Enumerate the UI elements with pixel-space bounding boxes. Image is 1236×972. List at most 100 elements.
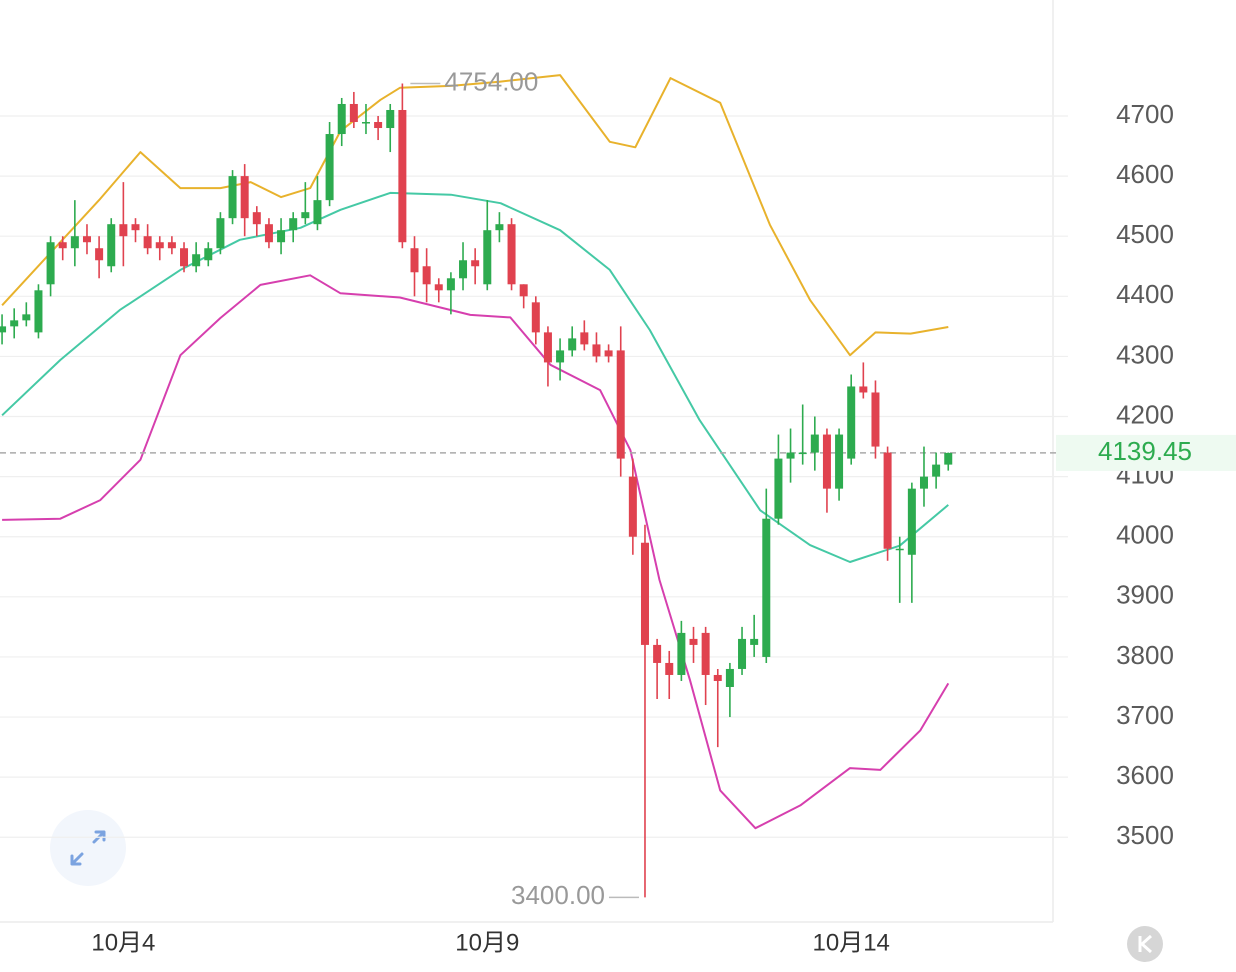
- y-tick-label: 3900: [1116, 580, 1174, 610]
- candle-body: [325, 134, 334, 201]
- candle-body: [895, 548, 904, 551]
- y-tick-label: 3700: [1116, 700, 1174, 730]
- candle-body: [204, 248, 213, 261]
- candle-body: [859, 386, 868, 393]
- candle-body: [289, 218, 298, 231]
- candle-body: [252, 212, 261, 225]
- candle-body: [507, 224, 516, 285]
- candle-body: [604, 350, 613, 357]
- candle-body: [932, 464, 941, 477]
- annotation-label: 4754.00: [444, 66, 538, 96]
- candle-body: [410, 248, 419, 273]
- candle-body: [628, 476, 637, 537]
- candle-body: [167, 242, 176, 249]
- candle-body: [847, 386, 856, 459]
- candle-body: [264, 224, 273, 243]
- last-price-label: 4139.45: [1098, 436, 1192, 466]
- candle-body: [677, 632, 686, 675]
- candle-body: [0, 326, 7, 333]
- candle-body: [640, 542, 649, 645]
- candle-body: [531, 302, 540, 333]
- candle-body: [374, 122, 383, 129]
- candle-body: [495, 224, 504, 231]
- candle-body: [82, 236, 91, 243]
- candle-body: [871, 392, 880, 447]
- candle-body: [34, 290, 43, 333]
- candle-body: [398, 109, 407, 243]
- candle-body: [580, 332, 589, 345]
- candle-body: [143, 236, 152, 249]
- candle-body: [810, 434, 819, 453]
- candle-body: [192, 254, 201, 267]
- expand-button[interactable]: [50, 810, 126, 886]
- band-line: [2, 274, 950, 830]
- candle-body: [556, 350, 565, 363]
- candle-body: [653, 644, 662, 663]
- candle-body: [616, 350, 625, 459]
- candle-body: [919, 476, 928, 489]
- last-price-box: [1056, 434, 1236, 471]
- candle-body: [349, 103, 358, 123]
- candle-body: [277, 230, 286, 243]
- candle-body: [10, 320, 19, 327]
- y-tick-label: 3600: [1116, 760, 1174, 790]
- candle-body: [313, 200, 322, 225]
- candle-body: [361, 122, 370, 124]
- band-line: [1, 74, 949, 357]
- candle-body: [798, 452, 807, 455]
- candle-body: [883, 452, 892, 549]
- candle-body: [944, 452, 953, 465]
- candle-body: [228, 176, 237, 219]
- candle-body: [750, 638, 759, 645]
- candle-body: [459, 260, 468, 279]
- candle-body: [422, 266, 431, 285]
- y-tick-label: 4500: [1116, 219, 1174, 249]
- x-tick-label: 10月9: [455, 929, 519, 956]
- candle-body: [568, 338, 577, 351]
- candle-body: [471, 260, 480, 267]
- candle-body: [725, 668, 734, 687]
- candle-body: [386, 109, 395, 129]
- candle-body: [240, 176, 249, 219]
- candle-body: [434, 284, 443, 291]
- candle-body: [107, 224, 116, 267]
- candle-body: [774, 458, 783, 519]
- candle-body: [180, 248, 189, 267]
- candle-body: [58, 242, 67, 249]
- candle-body: [337, 103, 346, 135]
- y-tick-label: 4000: [1116, 520, 1174, 550]
- candle-body: [46, 242, 55, 285]
- candle-body: [713, 674, 722, 681]
- y-tick-label: 4200: [1116, 399, 1174, 429]
- candle-body: [483, 230, 492, 285]
- candle-body: [835, 434, 844, 489]
- x-tick-label: 10月4: [91, 929, 155, 956]
- y-tick-label: 4400: [1116, 279, 1174, 309]
- candle-body: [70, 236, 79, 249]
- candle-body: [762, 518, 771, 657]
- y-tick-label: 3800: [1116, 640, 1174, 670]
- y-tick-label: 4300: [1116, 339, 1174, 369]
- candle-body: [119, 224, 128, 237]
- x-tick-label: 10月14: [813, 929, 890, 956]
- candle-body: [95, 248, 104, 261]
- candle-body: [689, 638, 698, 645]
- candle-body: [446, 278, 455, 291]
- candle-body: [519, 284, 528, 297]
- candle-body: [665, 662, 674, 675]
- candle-body: [701, 632, 710, 675]
- candle-body: [786, 452, 795, 459]
- candle-body: [301, 212, 310, 219]
- k-button[interactable]: [1127, 926, 1163, 962]
- candle-body: [907, 488, 916, 555]
- candle-body: [155, 242, 164, 249]
- candle-body: [22, 314, 31, 321]
- candle-body: [216, 218, 225, 249]
- y-tick-label: 4700: [1116, 99, 1174, 129]
- band-line: [1, 191, 949, 563]
- y-tick-label: 3500: [1116, 820, 1174, 850]
- candle-body: [131, 224, 140, 231]
- candle-body: [738, 638, 747, 669]
